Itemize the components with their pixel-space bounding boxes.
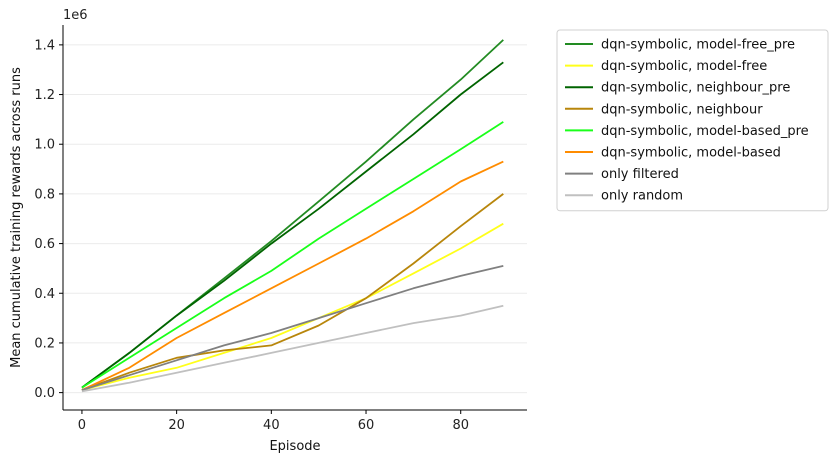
x-tick-label: 60 [358,418,375,433]
legend-label: dqn-symbolic, model-based_pre [601,124,809,139]
legend-label: dqn-symbolic, model-free_pre [601,38,795,53]
series-lines [81,39,504,393]
grid [63,44,527,394]
legend-frame [556,29,829,212]
y-offset-label: 1e6 [63,8,88,23]
legend-label: dqn-symbolic, model-free [601,59,767,74]
y-tick-label: 0.0 [34,386,55,401]
x-tick-label: 40 [263,418,280,433]
series-line [81,265,504,391]
y-tick-label: 0.4 [34,287,55,302]
x-tick-label: 20 [168,418,185,433]
series-line [81,61,504,389]
legend-label: dqn-symbolic, neighbour_pre [601,81,790,96]
series-line [81,121,504,389]
x-axis-label: Episode [269,439,320,454]
legend-label: dqn-symbolic, model-based [601,146,781,161]
x-tick-label: 80 [452,418,469,433]
legend-label: only random [601,189,683,204]
x-tick-label: 0 [78,418,86,433]
series-line [81,160,504,391]
axes: 0 20 40 60 80 0.0 0.2 0.4 0.6 0.8 1.0 1.2 1.4 [34,25,527,433]
series-line [81,39,504,389]
y-tick-label: 1.4 [34,38,55,53]
series-line [81,222,504,391]
y-axis-label: Mean cumulative training rewards across … [9,67,24,368]
y-tick-label: 1.0 [34,138,55,153]
y-tick-label: 0.8 [34,187,55,202]
y-tick-label: 0.2 [34,336,55,351]
legend-label: only filtered [601,167,679,182]
series-line [81,304,504,393]
y-tick-label: 0.6 [34,237,55,252]
legend: dqn-symbolic, model-free_pre dqn-symbolic… [556,29,829,212]
series-line [81,193,504,391]
y-tick-label: 1.2 [34,88,55,103]
legend-label: dqn-symbolic, neighbour [601,102,763,117]
